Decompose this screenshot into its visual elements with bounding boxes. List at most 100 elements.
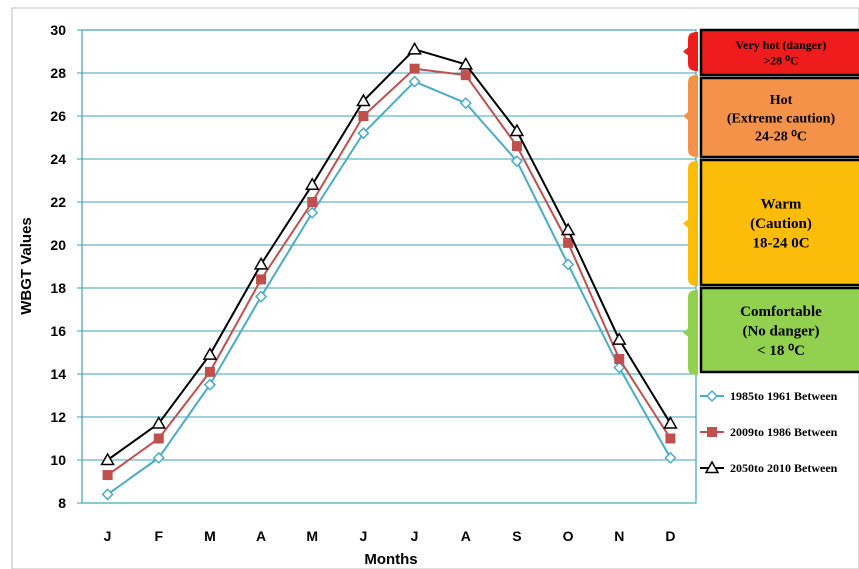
data-point: [152, 451, 165, 464]
y-axis-title: WBGT Values: [18, 217, 35, 315]
data-point: [611, 332, 627, 345]
data-point: [307, 197, 318, 207]
scale-bracket-tip: [683, 328, 688, 337]
x-tick-label: J: [360, 528, 368, 544]
y-tick-label: 30: [50, 22, 66, 38]
data-point: [509, 123, 525, 137]
category-box: [699, 286, 859, 374]
x-tick-label: M: [204, 528, 216, 544]
data-point: [255, 290, 268, 303]
data-point: [203, 378, 216, 391]
series-lines: [100, 41, 678, 501]
category-label: Hot: [770, 93, 793, 108]
data-point: [304, 177, 320, 191]
data-point: [663, 415, 678, 429]
legend-item: 1985to 1961 Between: [700, 389, 838, 403]
category-label: Warm: [761, 196, 802, 212]
data-point: [306, 206, 319, 219]
legend-label: 2009to 1986 Between: [730, 425, 838, 439]
data-point: [510, 155, 523, 168]
x-tick-label: M: [306, 528, 318, 544]
series-line: [107, 48, 672, 461]
data-point: [356, 93, 371, 107]
series-line: [107, 67, 672, 476]
data-point: [458, 56, 474, 70]
x-tick-label: O: [563, 528, 574, 544]
chart-border: [11, 7, 859, 569]
y-tick-label: 10: [50, 452, 66, 468]
data-point: [202, 347, 218, 360]
legend-label: 2050to 2010 Between: [730, 461, 838, 475]
y-tick-label: 24: [50, 151, 66, 167]
data-point: [101, 488, 114, 501]
data-point: [408, 75, 421, 88]
category-label: (No danger): [742, 323, 819, 339]
y-tick-label: 8: [58, 495, 66, 511]
category-box: [699, 76, 859, 159]
legend-marker: [705, 389, 719, 403]
wbgt-category-scale: Very hot (danger) >28 ⁰C Hot (Extreme cauti…: [683, 28, 859, 375]
data-point: [614, 353, 625, 364]
data-point: [664, 451, 677, 464]
gridlines: [82, 72, 696, 461]
series-line: [107, 80, 672, 496]
data-point: [665, 433, 676, 444]
category-box: [699, 28, 859, 77]
series-2: [102, 63, 676, 481]
scale-bracket-tip: [683, 112, 688, 120]
data-point: [460, 70, 471, 81]
x-tick-label: N: [614, 528, 624, 544]
data-point: [253, 256, 269, 270]
data-point: [562, 258, 575, 271]
scale-bracket: [688, 161, 698, 286]
y-tick-label: 28: [50, 65, 66, 81]
x-tick-label: F: [154, 528, 163, 544]
y-tick-label: 14: [50, 366, 66, 382]
y-tick-label: 18: [50, 280, 66, 296]
x-tick-label: J: [411, 528, 419, 544]
data-point: [511, 141, 522, 152]
x-tick-label: D: [665, 528, 675, 544]
y-tick-label: 26: [50, 108, 66, 124]
legend-item: 2009to 1986 Between: [700, 425, 838, 439]
category-box: [699, 158, 859, 287]
scale-bracket-tip: [683, 219, 688, 228]
data-point: [102, 470, 113, 481]
scale-bracket: [688, 290, 698, 375]
data-point: [563, 237, 574, 248]
data-point: [204, 366, 215, 377]
x-tick-label: J: [104, 528, 112, 544]
series-1: [101, 75, 677, 501]
x-tick-label: S: [512, 528, 521, 544]
data-point: [407, 41, 422, 55]
scale-bracket-tip: [683, 47, 688, 56]
category-label: 24-28 ⁰C: [755, 130, 807, 145]
data-point: [459, 97, 472, 110]
plot-area: [81, 29, 697, 504]
data-point: [560, 222, 576, 236]
x-tick-label: A: [256, 528, 266, 544]
category-label: >28 ⁰C: [763, 54, 798, 68]
legend-item: 2050to 2010 Between: [700, 460, 838, 475]
y-tick-label: 12: [50, 409, 66, 425]
category-label: (Caution): [750, 216, 812, 232]
x-tick-label: A: [461, 528, 471, 544]
category-label: Very hot (danger): [736, 38, 827, 52]
category-label: < 18 ⁰C: [757, 343, 805, 359]
category-label: (Extreme caution): [727, 111, 836, 126]
y-tick-label: 22: [50, 194, 66, 210]
legend-marker: [704, 460, 720, 474]
category-label: Comfortable: [740, 304, 822, 320]
data-point: [409, 63, 420, 74]
y-tick-label: 20: [50, 237, 66, 253]
legend: 1985to 1961 Between 2009to 1986 Between 20…: [700, 389, 838, 475]
data-point: [151, 415, 167, 429]
data-point: [100, 452, 115, 466]
data-point: [358, 111, 369, 121]
y-axis-ticks: 8 10 12 14 16 18 20 22 24 26 28 30: [50, 22, 82, 511]
series-3: [100, 41, 678, 466]
x-axis-title: Months: [364, 551, 417, 568]
data-point: [256, 274, 267, 285]
